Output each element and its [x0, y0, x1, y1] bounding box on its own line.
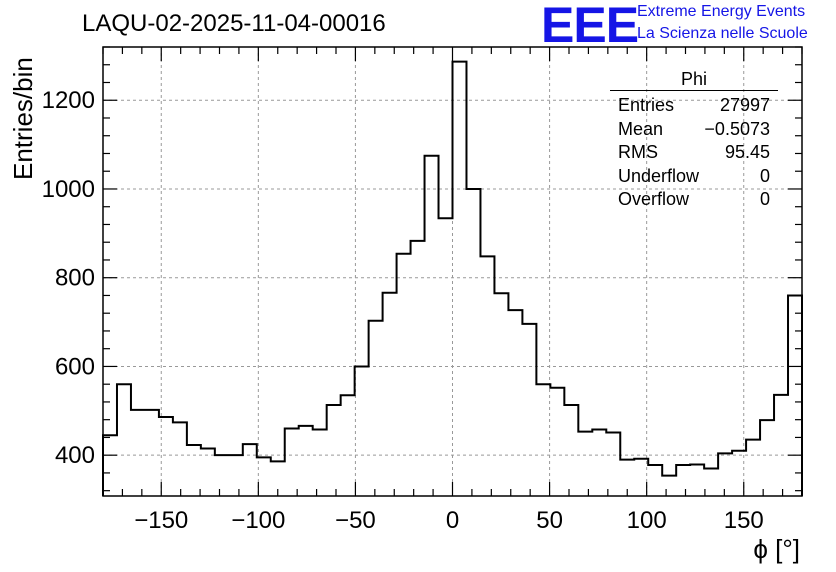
- logo-caption-line2: La Scienza nelle Scuole: [637, 25, 808, 42]
- histogram-bin: [425, 156, 439, 496]
- histogram-bin: [131, 410, 145, 496]
- histogram-bin: [690, 464, 704, 496]
- histogram-bin: [103, 435, 117, 496]
- x-axis-label: ϕ [°]: [753, 534, 800, 564]
- y-axis-label: Entries/bin: [8, 57, 38, 180]
- y-tick-label: 800: [55, 265, 95, 292]
- stats-box: Phi Entries 27997 Mean −0.5073 RMS 95.45…: [610, 68, 778, 212]
- histogram-bin: [117, 384, 131, 496]
- histogram-bin: [592, 429, 606, 496]
- histogram-bin: [299, 426, 313, 496]
- histogram-bin: [383, 293, 397, 496]
- histogram-bin: [718, 453, 732, 496]
- histogram-bin: [313, 429, 327, 496]
- stats-row-rms: RMS 95.45: [610, 141, 778, 165]
- stats-label: Entries: [618, 95, 675, 115]
- histogram-bin: [662, 476, 676, 496]
- histogram-bin: [355, 366, 369, 496]
- histogram-bin: [327, 405, 341, 496]
- histogram-bin: [760, 420, 774, 496]
- y-tick-label: 1000: [42, 176, 95, 203]
- histogram-bin: [606, 433, 620, 496]
- histogram-bin: [229, 455, 243, 496]
- y-tick-label: 1200: [42, 87, 95, 114]
- chart-title: LAQU-02-2025-11-04-00016: [82, 10, 386, 37]
- stats-value: −0.5073: [704, 118, 770, 139]
- histogram-bin: [341, 395, 355, 496]
- histogram-bin: [243, 444, 257, 496]
- histogram-bin: [564, 405, 578, 496]
- stats-value: 95.45: [724, 142, 770, 162]
- histogram-bin: [369, 321, 383, 496]
- y-tick-label: 400: [55, 442, 95, 469]
- histogram-bin: [550, 388, 564, 496]
- eee-logo: EEE: [541, 0, 639, 53]
- histogram-bin: [704, 468, 718, 496]
- histogram-bin: [439, 218, 453, 496]
- histogram-bin: [466, 189, 480, 496]
- histogram-bin: [397, 254, 411, 496]
- stats-label: Mean: [618, 118, 664, 139]
- histogram-bin: [536, 384, 550, 496]
- histogram-bin: [676, 465, 690, 496]
- grid-lines: [103, 47, 802, 496]
- histogram-line: [102, 60, 803, 496]
- stats-row-underflow: Underflow 0: [610, 165, 778, 189]
- x-tick-label: 0: [446, 507, 459, 534]
- histogram-bin: [578, 432, 592, 496]
- tick-labels: −150 −100 −50 0 50 100 150 400 600 800 1000 1200: [42, 87, 764, 534]
- histogram-bin: [145, 410, 159, 496]
- histogram-bin: [453, 62, 467, 496]
- histogram-bin: [648, 465, 662, 496]
- stats-value: 27997: [719, 95, 770, 115]
- histogram-bin: [201, 449, 215, 496]
- histogram-bin: [187, 445, 201, 496]
- x-tick-label: −50: [335, 507, 376, 534]
- histogram-bin: [411, 241, 425, 496]
- histogram-bin: [522, 324, 536, 496]
- logo-caption-line1: Extreme Energy Events: [637, 3, 806, 20]
- stats-value: 0: [759, 189, 770, 209]
- stats-label: Overflow: [618, 189, 690, 209]
- histogram-bin: [788, 295, 802, 496]
- histogram-bin: [215, 455, 229, 496]
- axis-ticks: [102, 46, 803, 496]
- histogram-bin: [774, 395, 788, 496]
- stats-value: 0: [759, 165, 770, 186]
- stats-label: Underflow: [618, 165, 700, 186]
- stats-row-mean: Mean −0.5073: [610, 118, 778, 142]
- histogram-bin: [508, 310, 522, 496]
- x-tick-label: −150: [134, 507, 188, 534]
- histogram-series: [102, 60, 803, 496]
- stats-title: Phi: [610, 68, 778, 91]
- x-tick-label: −100: [231, 507, 285, 534]
- stats-row-overflow: Overflow 0: [610, 188, 778, 212]
- histogram-bin: [285, 429, 299, 496]
- histogram-bin: [173, 422, 187, 496]
- stats-row-entries: Entries 27997: [610, 94, 778, 118]
- x-tick-label: 100: [627, 507, 667, 534]
- x-tick-label: 50: [536, 507, 563, 534]
- histogram-bin: [746, 440, 760, 496]
- histogram-bin: [494, 293, 508, 496]
- y-tick-label: 600: [55, 353, 95, 380]
- histogram-bin: [480, 256, 494, 496]
- x-tick-label: 150: [724, 507, 764, 534]
- stats-label: RMS: [618, 142, 658, 162]
